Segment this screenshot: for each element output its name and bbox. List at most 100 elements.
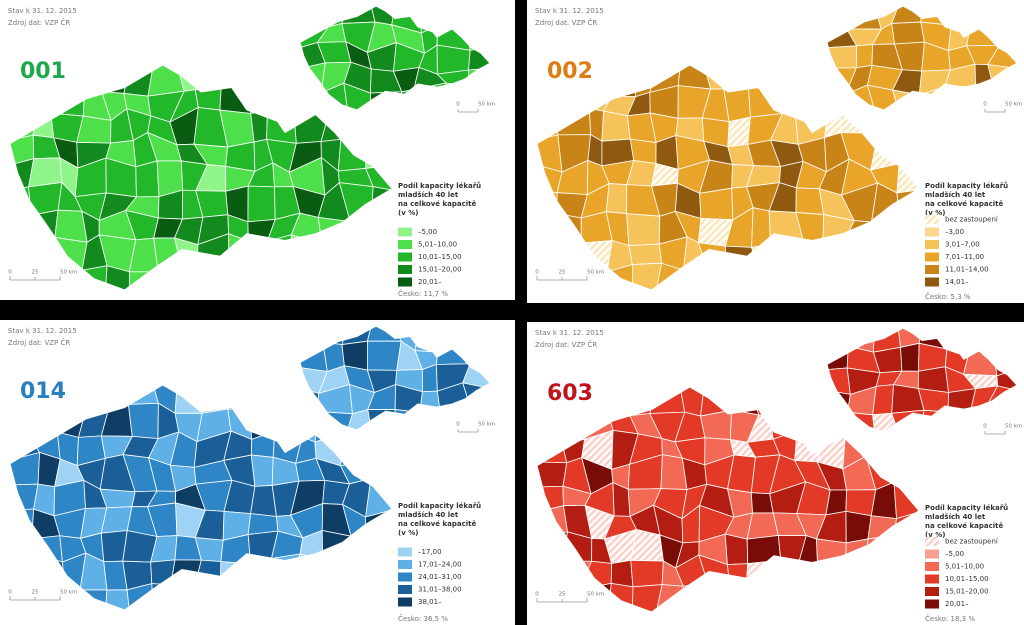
inset-scale-bar bbox=[984, 109, 1006, 113]
legend-title: (v %) bbox=[925, 531, 945, 539]
district bbox=[917, 366, 950, 393]
map-code: 603 bbox=[547, 381, 593, 406]
legend-title: (v %) bbox=[398, 209, 418, 217]
legend-swatch bbox=[925, 240, 939, 249]
legend-label: 14,01– bbox=[945, 278, 969, 286]
district bbox=[601, 110, 631, 142]
district bbox=[76, 115, 112, 144]
source-label: Zdroj dat: VZP ČR bbox=[8, 338, 70, 347]
scale-label: 50 km bbox=[60, 270, 77, 276]
district bbox=[99, 488, 136, 509]
legend-title: mladších 40 let bbox=[925, 513, 986, 521]
country-total: Česko: 5,3 % bbox=[925, 292, 971, 301]
district bbox=[626, 213, 661, 246]
legend-title: mladších 40 let bbox=[398, 191, 459, 199]
scale-label: 50 km bbox=[587, 592, 604, 598]
source-label: Zdroj dat: VZP ČR bbox=[535, 18, 597, 27]
legend-swatch bbox=[925, 562, 939, 571]
country-outline bbox=[299, 5, 491, 111]
legend-label: 7,01–11,00 bbox=[945, 253, 984, 261]
map-code: 001 bbox=[20, 59, 66, 84]
scale-label: 25 bbox=[559, 270, 566, 276]
district bbox=[422, 363, 438, 393]
inset-scale-label: 50 km bbox=[1005, 102, 1022, 108]
district bbox=[127, 402, 159, 440]
district bbox=[628, 243, 663, 265]
legend-swatch bbox=[925, 599, 939, 609]
legend-swatch bbox=[925, 215, 939, 224]
inset-scale-label: 50 km bbox=[1005, 424, 1022, 430]
map-panel: Stav k 31. 12. 2015 Zdroj dat: VZP ČR 002 P… bbox=[527, 0, 1024, 303]
country-total: Česko: 36,5 % bbox=[398, 614, 448, 623]
country-total: Česko: 11,7 % bbox=[398, 289, 448, 298]
scale-bar bbox=[536, 598, 588, 603]
scale-label: 50 km bbox=[587, 270, 604, 276]
scale-label: 25 bbox=[32, 270, 39, 276]
district bbox=[247, 185, 276, 223]
legend-title: na celkové kapacitě bbox=[925, 200, 1003, 208]
country-outline bbox=[536, 64, 920, 291]
district bbox=[343, 82, 372, 110]
date-label: Stav k 31. 12. 2015 bbox=[535, 7, 604, 15]
date-label: Stav k 31. 12. 2015 bbox=[535, 329, 604, 337]
country-outline bbox=[9, 384, 393, 611]
district bbox=[632, 584, 663, 612]
scale-bar bbox=[9, 276, 61, 281]
district bbox=[727, 116, 751, 148]
legend-label: 10,01–15,00 bbox=[418, 253, 462, 261]
map-code: 014 bbox=[20, 379, 66, 404]
district bbox=[900, 342, 920, 372]
legend-swatch bbox=[398, 277, 412, 287]
legend-swatch bbox=[398, 240, 412, 249]
district bbox=[856, 44, 874, 69]
legend-label: 5,01–10,00 bbox=[418, 241, 457, 249]
legend-label: 10,01–15,00 bbox=[945, 575, 989, 583]
inset-scale-bar bbox=[984, 431, 1006, 435]
scale-label: 50 km bbox=[60, 590, 77, 596]
legend-label: 20,01– bbox=[418, 278, 442, 286]
district bbox=[28, 157, 63, 188]
district bbox=[699, 187, 734, 221]
legend-label: 15,01–20,00 bbox=[418, 266, 462, 274]
district bbox=[866, 84, 899, 110]
source-label: Zdroj dat: VZP ČR bbox=[8, 18, 70, 27]
legend-title: Podíl kapacity lékařů bbox=[925, 181, 1008, 190]
legend-title: na celkové kapacitě bbox=[398, 520, 476, 528]
legend-title: Podíl kapacity lékařů bbox=[398, 501, 481, 510]
legend-label: bez zastoupení bbox=[945, 216, 999, 224]
source-label: Zdroj dat: VZP ČR bbox=[535, 340, 597, 349]
date-label: Stav k 31. 12. 2015 bbox=[8, 7, 77, 15]
district bbox=[630, 559, 664, 588]
legend-swatch bbox=[925, 277, 939, 287]
map-code: 002 bbox=[547, 59, 593, 84]
district bbox=[746, 512, 779, 540]
legend-label: 3,01–7,00 bbox=[945, 241, 980, 249]
legend-label: –3,00 bbox=[945, 228, 964, 236]
scale-label: 25 bbox=[559, 592, 566, 598]
legend-label: 11,01–14,00 bbox=[945, 266, 989, 274]
legend-label: 15,01–20,00 bbox=[945, 588, 989, 596]
legend-label: 20,01– bbox=[945, 600, 969, 608]
legend-swatch bbox=[925, 587, 939, 596]
country-total: Česko: 18,3 % bbox=[925, 614, 975, 623]
district bbox=[610, 559, 634, 588]
district bbox=[436, 44, 471, 75]
legend-swatch bbox=[398, 227, 412, 237]
inset-scale-label: 0 bbox=[983, 102, 987, 108]
legend-label: –17,00 bbox=[418, 548, 442, 556]
inset-scale-label: 0 bbox=[456, 422, 460, 428]
legend-swatch bbox=[398, 265, 412, 274]
legend-title: mladších 40 let bbox=[398, 511, 459, 519]
district bbox=[105, 265, 130, 290]
legend-swatch bbox=[398, 252, 412, 262]
map-panel: Stav k 31. 12. 2015 Zdroj dat: VZP ČR 014 P… bbox=[0, 320, 515, 625]
country-outline bbox=[826, 327, 1018, 433]
date-label: Stav k 31. 12. 2015 bbox=[8, 327, 77, 335]
legend-label: 31,01–38,00 bbox=[418, 586, 462, 594]
district bbox=[367, 340, 402, 371]
district bbox=[250, 454, 274, 487]
district bbox=[605, 183, 628, 215]
legend-title: (v %) bbox=[925, 209, 945, 217]
legend-label: 17,01–24,00 bbox=[418, 561, 462, 569]
scale-label: 0 bbox=[8, 270, 12, 276]
